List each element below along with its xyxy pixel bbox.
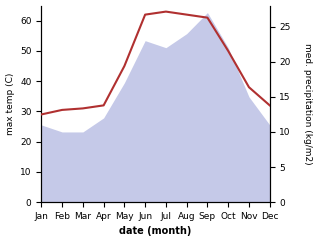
Y-axis label: med. precipitation (kg/m2): med. precipitation (kg/m2)	[303, 43, 313, 165]
X-axis label: date (month): date (month)	[119, 227, 192, 236]
Y-axis label: max temp (C): max temp (C)	[5, 73, 15, 135]
